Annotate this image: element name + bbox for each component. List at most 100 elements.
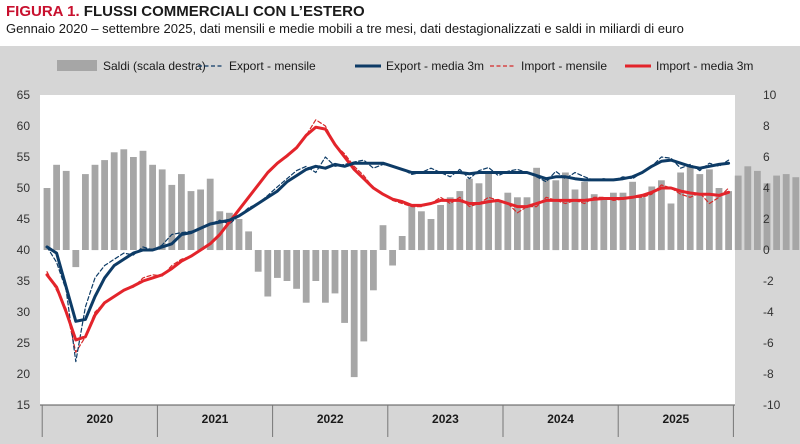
- chart-legend: Saldi (scala destra) Export - mensile Expo…: [57, 59, 753, 73]
- y-right-tick-label: -6: [763, 336, 774, 350]
- y-right-tick-label: 8: [763, 119, 770, 133]
- saldi-bar: [427, 219, 435, 250]
- saldi-bar: [658, 180, 665, 251]
- legend-label: Import - mensile: [521, 59, 607, 73]
- saldi-bar: [82, 174, 89, 250]
- saldi-bar: [264, 250, 272, 297]
- saldi-bar: [485, 172, 492, 250]
- saldi-bar: [437, 205, 444, 250]
- saldi-bar: [322, 250, 329, 303]
- y-left-tick-label: 55: [17, 150, 31, 164]
- legend-item-import-monthly: Import - mensile: [490, 59, 607, 73]
- saldi-bars: [43, 149, 800, 378]
- saldi-bar: [638, 197, 646, 250]
- year-label: 2025: [662, 412, 689, 426]
- saldi-bar: [418, 211, 425, 251]
- saldi-bar: [581, 181, 588, 250]
- y-right-tick-label: 2: [763, 212, 770, 226]
- figure-title-text: FLUSSI COMMERCIALI CON L’ESTERO: [83, 3, 365, 20]
- saldi-bar: [763, 183, 771, 250]
- saldi-bar: [379, 225, 387, 250]
- saldi-bar: [610, 192, 617, 250]
- saldi-bar: [475, 183, 483, 250]
- saldi-bar: [782, 174, 790, 250]
- saldi-bar: [370, 250, 377, 291]
- y-right-tick-label: 10: [763, 88, 777, 102]
- saldi-bar: [235, 219, 243, 250]
- saldi-bar: [245, 231, 252, 250]
- saldi-bar: [43, 188, 51, 250]
- series-lines: [45, 119, 731, 363]
- saldi-bar: [398, 236, 406, 250]
- saldi-bar: [744, 166, 752, 250]
- y-left-tick-label: 20: [17, 367, 31, 381]
- saldi-bar: [62, 170, 70, 250]
- y-right-tick-label: -4: [763, 305, 774, 319]
- saldi-bar: [456, 191, 464, 250]
- saldi-bar: [504, 192, 512, 250]
- saldi-bar: [197, 189, 204, 250]
- saldi-bar: [206, 178, 214, 250]
- saldi-bar: [216, 211, 224, 251]
- saldi-bar: [283, 250, 291, 281]
- y-right-tick-label: -10: [763, 398, 781, 412]
- year-label: 2022: [317, 412, 344, 426]
- saldi-bar: [542, 177, 550, 250]
- saldi-bar: [571, 189, 579, 250]
- figure-title: FIGURA 1. FLUSSI COMMERCIALI CON L’ESTER…: [6, 2, 365, 22]
- y-left-tick-label: 15: [17, 398, 31, 412]
- saldi-bar: [734, 175, 742, 250]
- saldi-bar: [715, 188, 723, 250]
- saldi-bar: [72, 250, 80, 268]
- saldi-bar: [408, 205, 416, 250]
- saldi-bar: [648, 186, 656, 250]
- saldi-bar: [667, 203, 675, 250]
- saldi-bar: [696, 174, 704, 250]
- saldi-bar: [533, 167, 540, 250]
- y-left-tick-label: 45: [17, 212, 31, 226]
- saldi-bar: [792, 177, 800, 250]
- saldi-bar: [53, 164, 60, 251]
- saldi-bar: [754, 170, 761, 250]
- y-left-tick-label: 65: [17, 88, 31, 102]
- saldi-bar: [293, 250, 300, 289]
- year-label: 2023: [432, 412, 459, 426]
- legend-label: Export - media 3m: [386, 59, 484, 73]
- saldi-bar: [523, 197, 531, 250]
- saldi-bar: [389, 250, 396, 266]
- saldi-bar: [619, 192, 627, 250]
- saldi-bar: [274, 250, 281, 278]
- saldi-bar: [677, 172, 684, 250]
- legend-item-export-3m: Export - media 3m: [355, 59, 484, 73]
- y-right-tick-label: -8: [763, 367, 774, 381]
- y-right-tick-label: -2: [763, 274, 774, 288]
- saldi-bar: [514, 197, 521, 250]
- saldi-bar: [226, 212, 233, 250]
- legend-label: Export - mensile: [229, 59, 316, 73]
- saldi-bar: [552, 180, 560, 251]
- saldi-bar: [725, 191, 732, 250]
- legend-label: Saldi (scala destra): [103, 59, 206, 73]
- y-left-tick-label: 25: [17, 336, 31, 350]
- saldi-bar: [130, 157, 137, 250]
- saldi-bar: [600, 197, 608, 250]
- saldi-bar: [331, 250, 339, 294]
- saldi-bar: [101, 160, 108, 250]
- saldi-bar: [494, 200, 502, 250]
- y-left-tick-label: 40: [17, 243, 31, 257]
- legend-item-export-monthly: Export - mensile: [198, 59, 316, 73]
- saldi-bar: [178, 174, 185, 250]
- chart-axes: 1520253035404550556065-10-8-6-4-20246810…: [17, 88, 781, 437]
- year-label: 2024: [547, 412, 574, 426]
- saldi-bar: [446, 197, 454, 250]
- saldi-bar: [158, 169, 166, 250]
- figure-label: FIGURA 1.: [6, 3, 80, 20]
- saldi-bar: [302, 250, 310, 303]
- saldi-bar: [168, 184, 176, 250]
- saldi-bar: [350, 250, 358, 378]
- saldi-bar: [312, 250, 320, 281]
- legend-swatch-bar: [57, 60, 97, 71]
- year-label: 2021: [202, 412, 229, 426]
- year-label: 2020: [86, 412, 113, 426]
